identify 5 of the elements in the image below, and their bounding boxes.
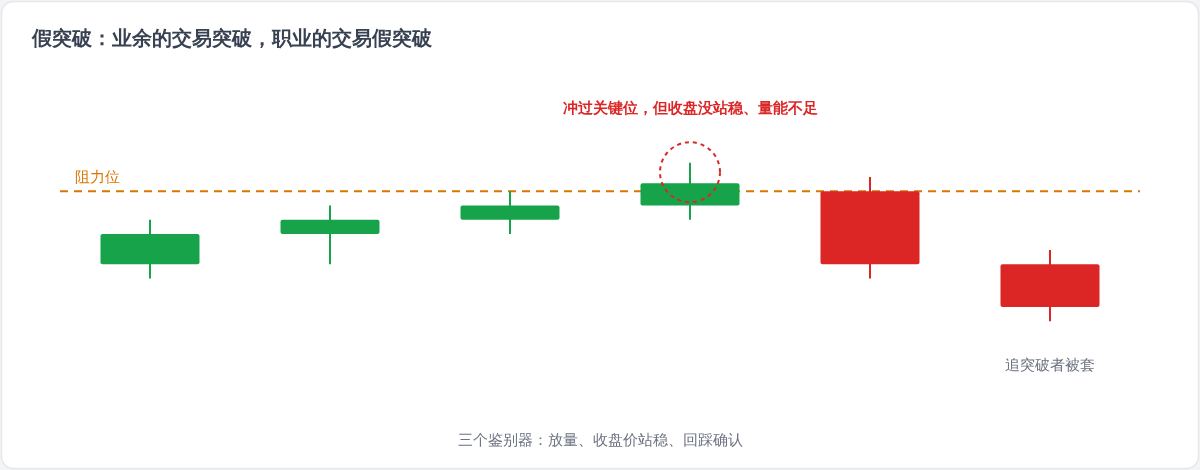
title: 假突破：业余的交易突破，职业的交易假突破: [32, 27, 432, 49]
ref-line-label: 阻力位: [75, 168, 120, 186]
annotation: 三个鉴别器：放量、收盘价站稳、回踩确认: [457, 431, 743, 448]
annotation: 追突破者被套: [1005, 356, 1095, 374]
annotation: 冲过关键位，但收盘没站稳、量能不足: [562, 98, 818, 116]
